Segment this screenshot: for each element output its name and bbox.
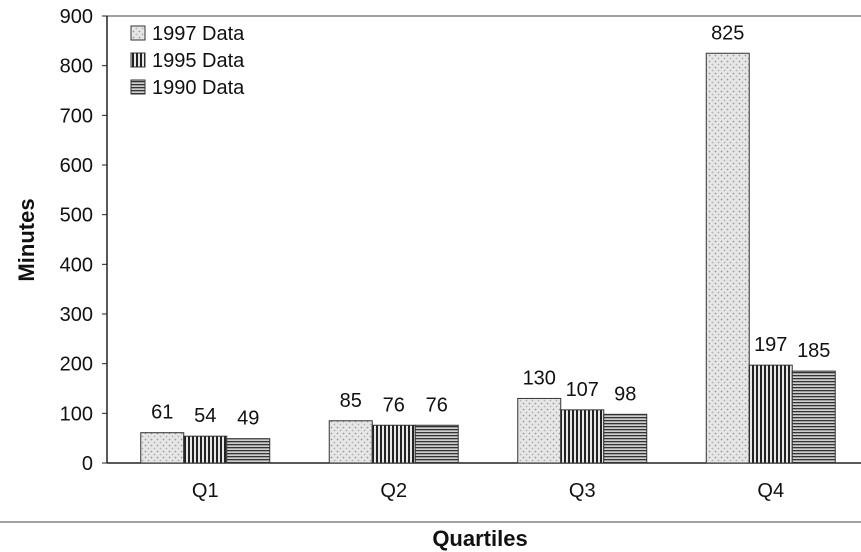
legend-swatch: [130, 52, 146, 68]
y-tick-label: 0: [82, 453, 93, 475]
bar: [517, 397, 562, 464]
bar: [705, 52, 750, 464]
data-label: 98: [614, 383, 636, 405]
bar: [748, 364, 793, 464]
data-labels-group: 61 54 49 85 76 76 130 107 98 825 197 185: [151, 22, 830, 429]
y-tick-label: 900: [60, 6, 93, 28]
legend-label: 1995 Data: [152, 50, 245, 72]
bar: [560, 409, 605, 464]
data-label: 185: [797, 340, 830, 362]
y-tick-label: 600: [60, 155, 93, 177]
y-tick-label: 400: [60, 254, 93, 276]
data-label: 61: [151, 402, 173, 424]
bar: [603, 413, 648, 464]
legend: 1997 Data 1995 Data 1990 Data: [130, 23, 245, 99]
bar: [140, 432, 185, 464]
data-label: 130: [523, 367, 556, 389]
bar: [328, 420, 373, 464]
y-tick-label: 800: [60, 56, 93, 78]
x-axis-ticks: Q1 Q2 Q3 Q4: [192, 480, 784, 502]
bar: [226, 438, 271, 464]
legend-label: 1990 Data: [152, 77, 245, 99]
x-axis-title: Quartiles: [432, 526, 527, 551]
y-tick-label: 100: [60, 403, 93, 425]
data-label: 76: [383, 394, 405, 416]
y-tick-label: 300: [60, 304, 93, 326]
y-tick-label: 200: [60, 354, 93, 376]
y-axis-title: Minutes: [14, 198, 39, 281]
x-tick-label: Q4: [757, 480, 784, 502]
data-label: 76: [426, 394, 448, 416]
bar: [791, 370, 836, 464]
data-label: 85: [340, 390, 362, 412]
data-label: 107: [566, 379, 599, 401]
x-tick-label: Q2: [380, 480, 407, 502]
x-tick-label: Q3: [569, 480, 596, 502]
bars-group: [140, 52, 836, 464]
y-tick-label: 700: [60, 105, 93, 127]
bar: [371, 424, 416, 464]
legend-swatch: [130, 79, 146, 95]
data-label: 49: [237, 408, 259, 430]
data-label: 197: [754, 334, 787, 356]
y-tick-label: 500: [60, 205, 93, 227]
legend-label: 1997 Data: [152, 23, 245, 45]
data-label: 54: [194, 405, 216, 427]
bar: [183, 435, 228, 464]
y-axis-ticks: 0 100 200 300 400 500 600 700 800 900: [60, 6, 107, 475]
data-label: 825: [711, 22, 744, 44]
legend-swatch: [130, 25, 146, 41]
bar: [414, 424, 459, 464]
x-tick-label: Q1: [192, 480, 219, 502]
